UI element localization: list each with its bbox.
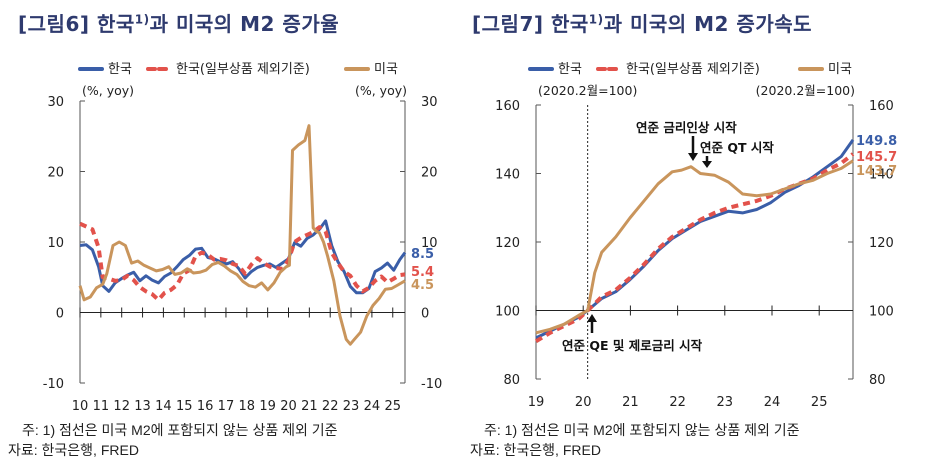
end-value-label: 149.8 bbox=[856, 134, 897, 149]
y-tick-label-right: 80 bbox=[869, 373, 886, 388]
x-tick-label: 21 bbox=[622, 395, 639, 410]
fig7-footnote: 주: 1) 점선은 미국 M2에 포함되지 않는 상품 제외 기준 bbox=[484, 422, 800, 438]
y-tick-label-right: -10 bbox=[421, 377, 442, 392]
series-line-2 bbox=[535, 159, 854, 335]
fig7-source: 자료: 한국은행, FRED bbox=[470, 442, 601, 458]
fig7-title-text: [그림7] 한국 bbox=[472, 12, 589, 36]
y-tick-label-right: 10 bbox=[421, 236, 438, 251]
y-tick-label-left: 10 bbox=[47, 236, 64, 251]
end-value-label: 143.7 bbox=[856, 164, 897, 179]
y-tick-label-left: 0 bbox=[56, 307, 64, 322]
x-tick-label: 21 bbox=[301, 399, 318, 414]
fig6-footnote: 주: 1) 점선은 미국 M2에 포함되지 않는 상품 제외 기준 bbox=[22, 422, 338, 438]
x-tick-label: 25 bbox=[384, 399, 401, 414]
x-tick-label: 15 bbox=[176, 399, 193, 414]
annotation-qe: 연준 QE 및 제로금리 시작 bbox=[562, 338, 703, 353]
y-tick-label-left: 140 bbox=[495, 168, 520, 183]
y-unit-right: (%, yoy) bbox=[355, 83, 407, 98]
y-tick-label-left: 80 bbox=[503, 373, 520, 388]
y-tick-label-right: 20 bbox=[421, 166, 438, 181]
series-line-1 bbox=[79, 221, 406, 302]
y-tick-label-right: 100 bbox=[869, 305, 894, 320]
x-tick-label: 19 bbox=[259, 399, 276, 414]
fig7-title: [그림7] 한국1)과 미국의 M2 증가속도 bbox=[472, 8, 812, 37]
y-tick-label-left: 100 bbox=[495, 305, 520, 320]
legend-label-1: 한국(일부상품 제외기준) bbox=[626, 62, 760, 77]
x-tick-label: 17 bbox=[218, 399, 235, 414]
x-tick-label: 12 bbox=[113, 399, 130, 414]
fig6-title-text: [그림6] 한국 bbox=[18, 12, 135, 36]
x-tick-label: 11 bbox=[93, 399, 110, 414]
fig7-title-suffix: 과 미국의 M2 증가속도 bbox=[603, 12, 813, 36]
x-tick-label: 10 bbox=[72, 399, 89, 414]
x-tick-label: 20 bbox=[575, 395, 592, 410]
end-value-label: 5.4 bbox=[411, 265, 434, 280]
arrowhead-rate-hike bbox=[688, 153, 698, 161]
x-tick-label: 22 bbox=[669, 395, 686, 410]
legend-label-2: 미국 bbox=[374, 62, 398, 77]
x-tick-label: 22 bbox=[322, 399, 339, 414]
x-tick-label: 18 bbox=[239, 399, 256, 414]
legend-label-0: 한국 bbox=[108, 62, 132, 77]
y-tick-label-right: 30 bbox=[421, 95, 438, 110]
x-tick-label: 25 bbox=[811, 395, 828, 410]
y-tick-label-left: 120 bbox=[495, 236, 520, 251]
end-value-label: 145.7 bbox=[856, 150, 897, 165]
y-tick-label-left: 160 bbox=[495, 99, 520, 114]
legend-label-0: 한국 bbox=[558, 62, 582, 77]
x-tick-label: 24 bbox=[764, 395, 781, 410]
fig6-title-suffix: 과 미국의 M2 증가율 bbox=[149, 12, 340, 36]
legend-label-2: 미국 bbox=[828, 62, 852, 77]
annotation-rate-hike: 연준 금리인상 시작 bbox=[636, 120, 737, 135]
chart-fig7: 한국 한국(일부상품 제외기준) 미국 (2020.2월=100) (2020.2월=1… bbox=[495, 62, 897, 410]
x-tick-label: 23 bbox=[717, 395, 734, 410]
fig6-title-footnote: 1) bbox=[134, 12, 150, 27]
fig6-title: [그림6] 한국1)과 미국의 M2 증가율 bbox=[18, 8, 339, 37]
series-line-2 bbox=[78, 124, 406, 346]
fig6-source: 자료: 한국은행, FRED bbox=[8, 442, 139, 458]
x-tick-label: 14 bbox=[155, 399, 172, 414]
chart-fig6: 한국 한국(일부상품 제외기준) 미국 (%, yoy) (%, yoy) 30 30 20 2… bbox=[43, 62, 442, 414]
y-tick-label-right: 140 bbox=[869, 168, 894, 183]
arrowhead-qe bbox=[587, 314, 597, 322]
y-unit-left: (%, yoy) bbox=[82, 83, 134, 98]
y-tick-label-right: 120 bbox=[869, 236, 894, 251]
y-tick-label-right: 0 bbox=[421, 307, 429, 322]
x-tick-label: 19 bbox=[528, 395, 545, 410]
legend-label-1: 한국(일부상품 제외기준) bbox=[176, 62, 310, 77]
x-tick-label: 20 bbox=[280, 399, 297, 414]
x-tick-label: 23 bbox=[343, 399, 360, 414]
end-value-label: 4.5 bbox=[411, 278, 434, 293]
y-tick-label-right: 160 bbox=[869, 99, 894, 114]
y-unit-right: (2020.2월=100) bbox=[756, 83, 855, 98]
y-tick-label-left: 20 bbox=[47, 166, 64, 181]
x-tick-label: 24 bbox=[364, 399, 381, 414]
end-value-label: 8.5 bbox=[411, 247, 434, 262]
arrowhead-qt bbox=[702, 161, 712, 168]
fig7-title-footnote: 1) bbox=[588, 12, 604, 27]
x-tick-label: 13 bbox=[134, 399, 151, 414]
series-line-0 bbox=[79, 219, 407, 295]
y-tick-label-left: -10 bbox=[43, 377, 64, 392]
y-tick-label-left: 30 bbox=[47, 95, 64, 110]
y-unit-left: (2020.2월=100) bbox=[538, 83, 637, 98]
x-tick-label: 16 bbox=[197, 399, 214, 414]
annotation-qt: 연준 QT 시작 bbox=[700, 140, 774, 155]
